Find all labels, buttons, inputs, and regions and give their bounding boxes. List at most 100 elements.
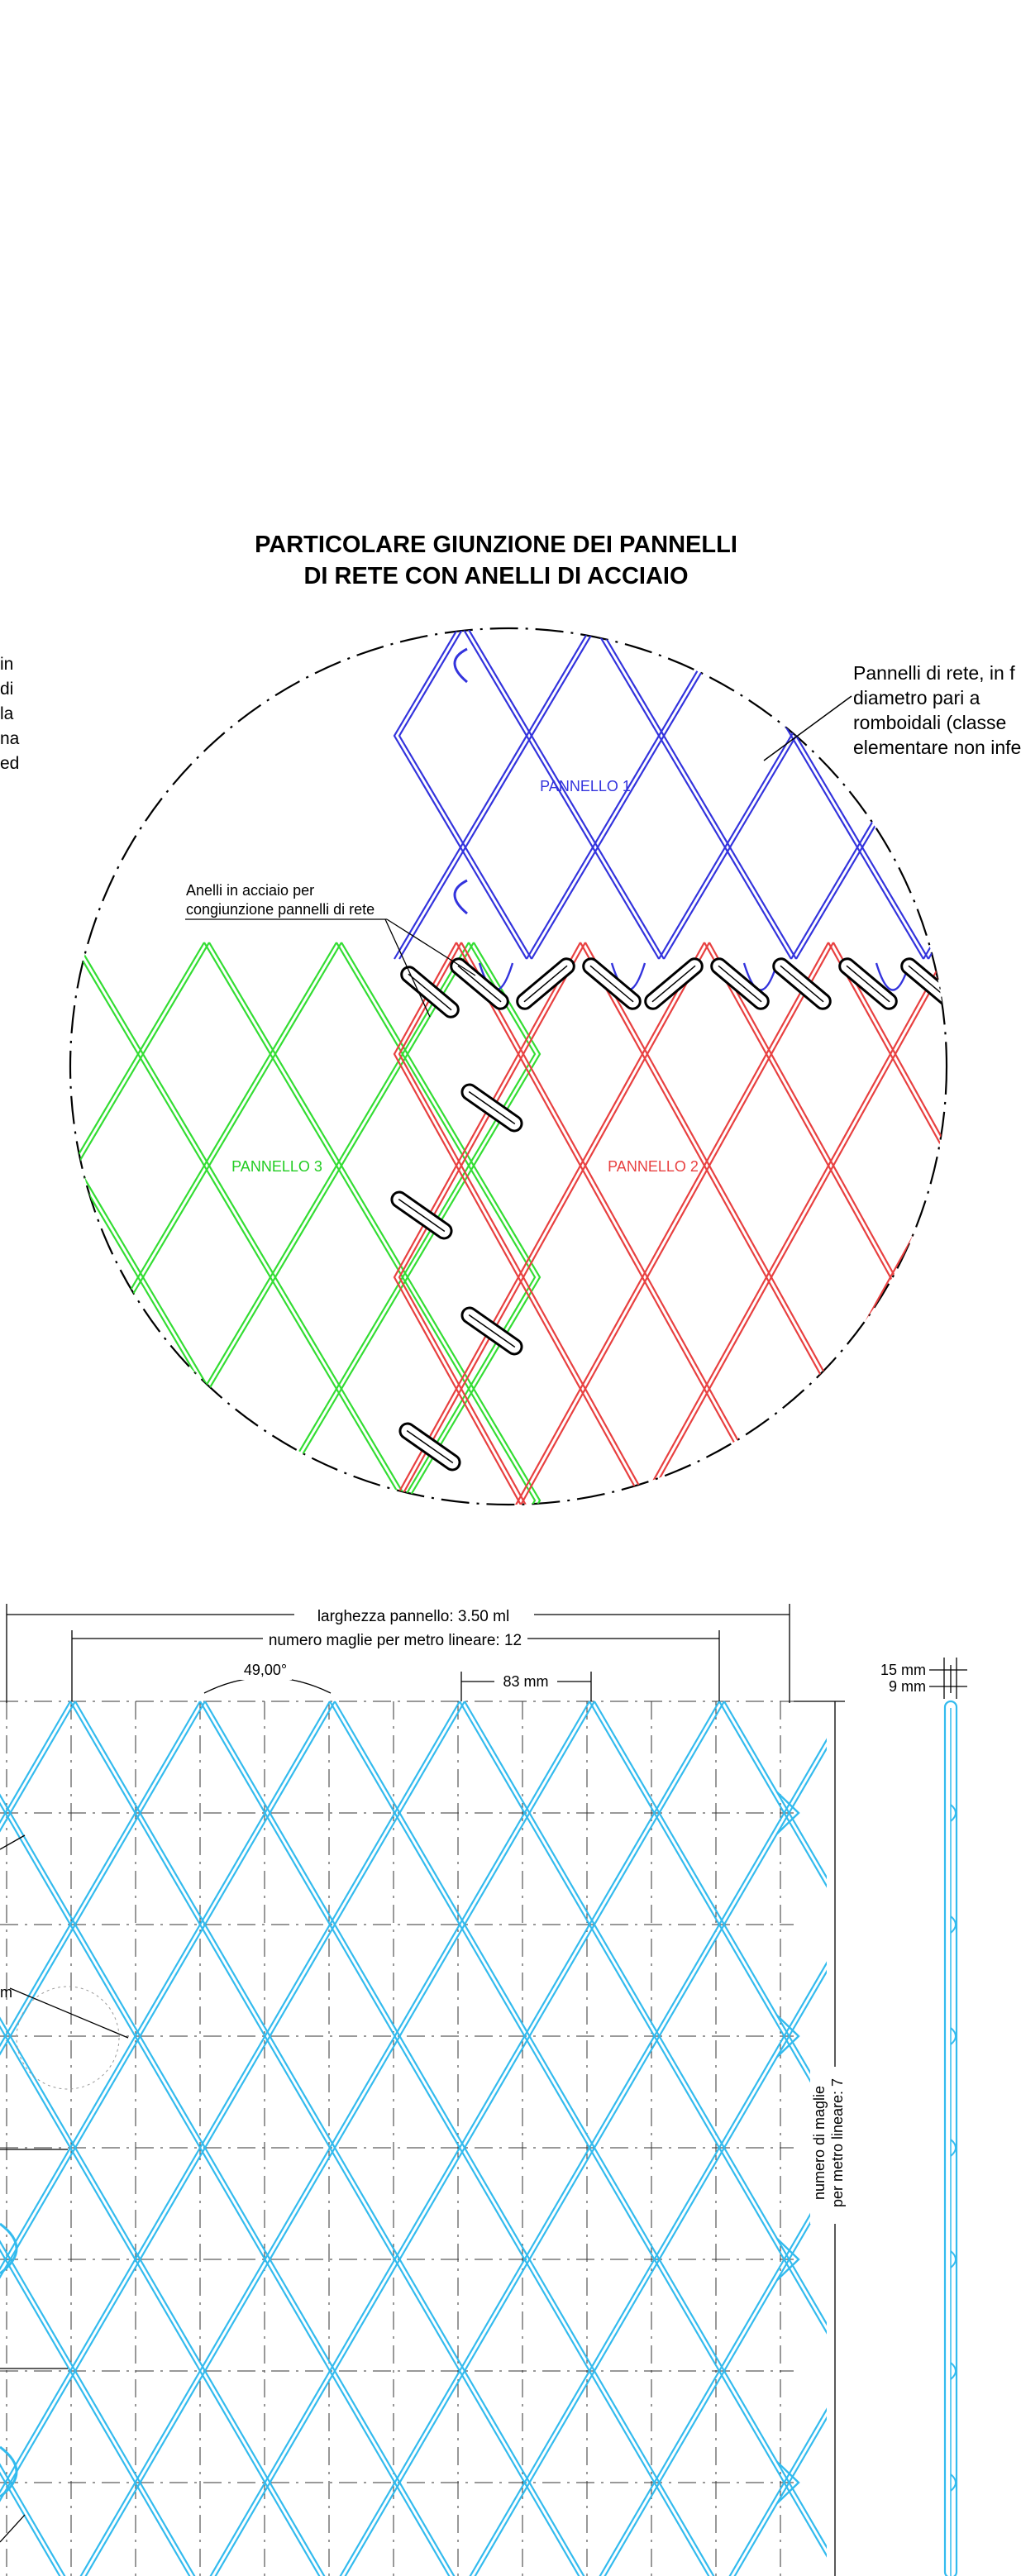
panel-1-hook [453, 647, 468, 684]
panel-2-label: PANNELLO 2 [608, 1158, 699, 1175]
steel-ring-inner [780, 965, 824, 1003]
panel-3-strand [269, 942, 338, 1505]
panel-2-strand [1014, 942, 1021, 1612]
mesh-wire [4, 1701, 72, 2576]
panel-2-strand [765, 942, 830, 1505]
svg-text:romboidali (classe: romboidali (classe [853, 712, 1006, 733]
angle-label: 49,00° [244, 1662, 287, 1678]
mesh-wire [653, 1701, 721, 2576]
panel-1-strand [464, 628, 533, 960]
panel-2-strand [957, 942, 1019, 1612]
panel-2-strand [703, 942, 768, 1505]
steel-ring-inner [908, 965, 947, 1003]
panel-2-strand [827, 942, 892, 1505]
panel-1-edge-loop [1009, 963, 1021, 990]
rings-leader-1 [384, 918, 431, 1018]
side-view-twist [950, 1804, 957, 1822]
panel-1-strand [723, 628, 793, 960]
angle-label-bg [239, 1660, 292, 1680]
detail-reference-circle [16, 1986, 120, 2090]
side-view-twist [950, 2250, 957, 2268]
mesh-wire [658, 1701, 726, 2576]
panel-2-strand [460, 942, 525, 1505]
panel-1-strand [591, 628, 661, 960]
side-view-twist [950, 2027, 957, 2045]
steel-ring-inner [468, 1314, 516, 1348]
panel-1-strand [530, 628, 599, 960]
steel-ring-inner [589, 965, 634, 1003]
panel-3-strand [70, 942, 74, 1505]
title-line-1: PARTICOLARE GIUNZIONE DEI PANNELLI [255, 532, 737, 558]
mesh-edge-hook [776, 2238, 800, 2281]
svg-text:in: in [0, 655, 13, 674]
mesh-wire [0, 1801, 7, 2494]
mesh-wire [203, 1701, 271, 2576]
side-view-outer [943, 1700, 958, 2576]
thickness-inner-label: 9 mm [889, 1678, 926, 1695]
mesh-edge-loop [0, 2222, 18, 2275]
side-view-twist [950, 2139, 957, 2157]
svg-text:Anelli in acciaio per: Anelli in acciaio per [186, 882, 314, 899]
panel-width-label: larghezza pannello: 3.50 ml [317, 1608, 509, 1625]
panel-1-edge-loop [742, 962, 779, 991]
panel-2-strand [522, 942, 587, 1505]
left-cut-label: m [0, 1984, 12, 2001]
mesh-wire [269, 1701, 336, 2576]
svg-text:la: la [0, 704, 14, 723]
panel-3-label: PANNELLO 3 [231, 1158, 322, 1175]
left-note: in di la na ed [0, 655, 20, 773]
panel-1-strand [794, 628, 864, 960]
panel-2-strand [952, 942, 1014, 1612]
mesh-panel-view [0, 1701, 919, 2576]
side-view-twist [950, 2362, 957, 2380]
steel-ring-inner [523, 965, 568, 1003]
steel-rings [390, 957, 947, 1472]
mesh-wire [134, 1701, 202, 2576]
mesh-wire [788, 1746, 827, 2550]
panel-2-strand [894, 942, 947, 1505]
mesh-wire [593, 1701, 661, 2576]
panel-side-view [943, 1700, 958, 2576]
side-view-twist [950, 2473, 957, 2492]
panel-2-strand [889, 942, 947, 1505]
mesh-wire [139, 1701, 207, 2576]
panel-3-strand [274, 942, 343, 1505]
panel-2-strand [584, 942, 649, 1505]
mesh-wire [333, 1701, 401, 2576]
panel-3-strand [136, 942, 206, 1505]
detail-content [70, 628, 1021, 1612]
panel-3-strand [340, 942, 409, 1505]
panel-2-strand [646, 942, 711, 1505]
mesh-edge-hook [776, 2461, 800, 2504]
steel-ring-inner [457, 965, 502, 1003]
panel-3-strand [75, 942, 145, 1505]
mesh-wire [398, 1701, 466, 2576]
panel-3-strand [401, 942, 470, 1505]
right-note: Pannelli di rete, in f diametro pari a r… [853, 662, 1021, 758]
mesh-edge-hook [776, 1791, 800, 1834]
mesh-wires [0, 1701, 919, 2576]
panel-1-strand [662, 628, 732, 960]
steel-ring-inner [398, 1198, 446, 1233]
panel-3-strand [335, 942, 404, 1505]
rings-leader-2 [386, 918, 476, 976]
svg-text:na: na [0, 729, 20, 748]
panel-3-strand [203, 942, 272, 1505]
mesh-wire [783, 1738, 827, 2558]
svg-text:elementare non infe: elementare non infe [853, 737, 1021, 758]
mesh-center-grid [0, 1701, 794, 2576]
thickness-dimension [929, 1658, 967, 1699]
panel-2-strand [641, 942, 706, 1505]
mesh-wire [0, 1793, 12, 2502]
steel-ring-inner [651, 965, 696, 1003]
panel-2-strand [579, 942, 644, 1505]
vertical-label-line-1: numero di maglie [811, 2086, 828, 2200]
left-leaders [0, 1834, 129, 2543]
thickness-outer-label: 15 mm [880, 1662, 926, 1678]
mesh-wire [264, 1701, 332, 2576]
mesh-edge-loop [0, 2445, 18, 2498]
mesh-wire [854, 1701, 919, 2576]
mesh-size-label: 83 mm [503, 1673, 548, 1690]
rings-note: Anelli in acciaio per congiunzione panne… [186, 882, 375, 918]
